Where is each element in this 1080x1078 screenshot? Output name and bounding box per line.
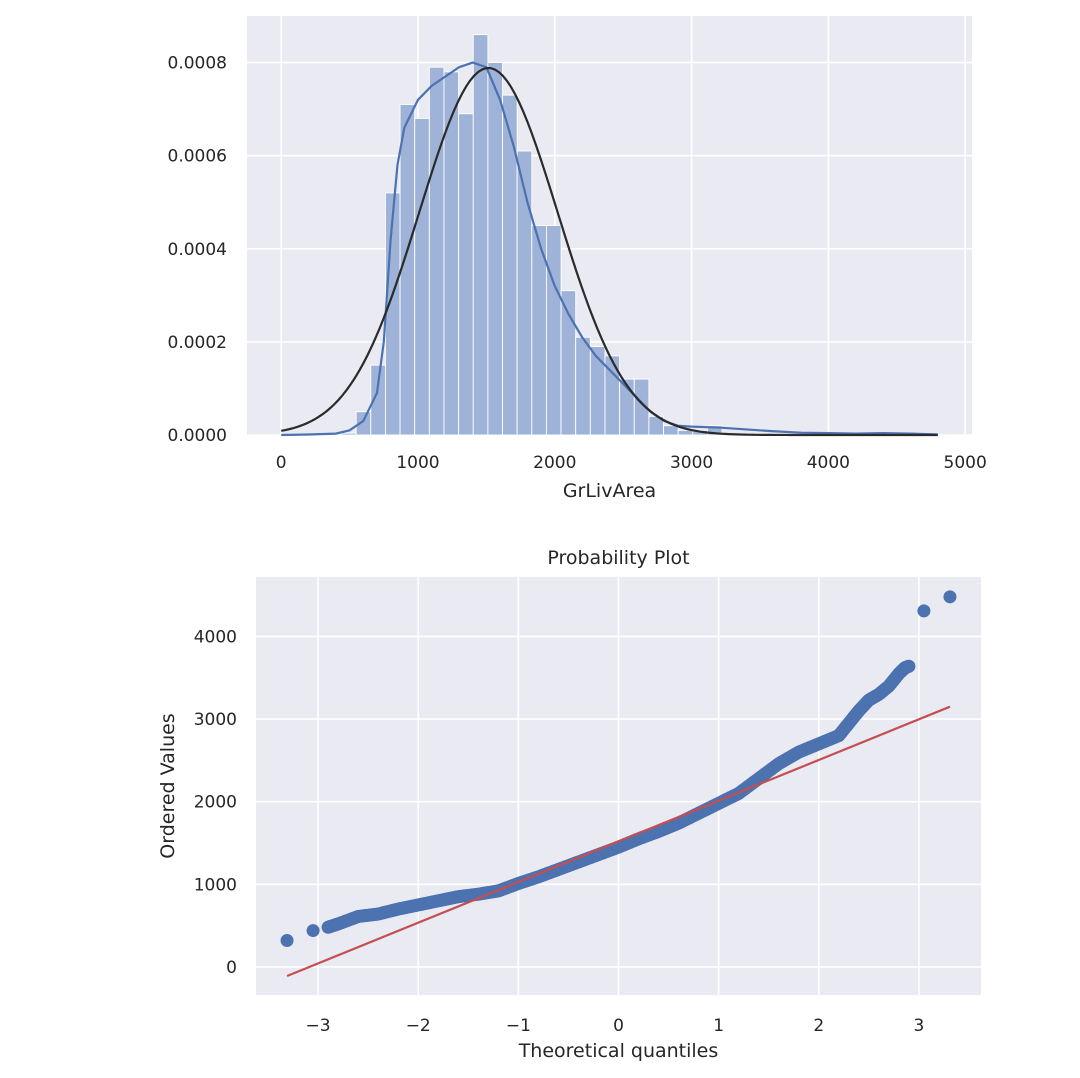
histogram-bar (589, 346, 606, 436)
x-tick-label: −3 (306, 1016, 331, 1036)
x-tick-label: 0 (613, 1016, 624, 1036)
y-tick-label: 0.0006 (168, 147, 227, 167)
x-tick-label: 1 (713, 1016, 724, 1036)
plot-title: Probability Plot (547, 547, 689, 569)
normal-fit-curve (280, 67, 938, 437)
y-tick-labels: 0 1000 2000 3000 4000 (194, 627, 237, 977)
x-tick-label: 3 (914, 1016, 925, 1036)
histogram-bars (326, 34, 900, 436)
histogram-bar (472, 34, 489, 436)
probability-plot: Probability Plot −3 −2 −1 0 1 2 3 0 1000 2000 300… (157, 547, 981, 1062)
histogram-bar (663, 425, 679, 436)
histogram-bar (677, 429, 694, 436)
kde-curve (281, 61, 938, 437)
data-point (306, 924, 320, 938)
data-point (280, 933, 294, 947)
histogram-bar (487, 62, 503, 436)
distribution-plot: 0 1000 2000 3000 4000 5000 0.0000 0.0002 0.0004… (168, 16, 987, 502)
x-tick-label: −2 (406, 1016, 431, 1036)
y-tick-label: 0.0008 (168, 54, 227, 74)
y-tick-label: 2000 (194, 793, 237, 813)
histogram-bar (414, 117, 430, 436)
y-axis-title: Ordered Values (157, 713, 179, 858)
histogram-bar (428, 66, 445, 436)
histogram-bar (575, 336, 591, 436)
fit-line-group (286, 705, 951, 978)
y-tick-label: 0.0000 (168, 426, 227, 446)
x-tick-label: 0 (276, 453, 287, 473)
y-tick-label: 4000 (194, 627, 237, 647)
x-tick-label: 3000 (670, 453, 713, 473)
x-tick-label: 4000 (807, 453, 850, 473)
histogram-bar (341, 432, 357, 436)
histogram-bar (502, 94, 518, 436)
x-tick-label: 2000 (533, 453, 576, 473)
histogram-bar (443, 71, 460, 436)
histogram-bar (384, 192, 401, 436)
histogram-bar (706, 425, 723, 436)
x-tick-label: −1 (506, 1016, 531, 1036)
histogram-bar (458, 113, 474, 436)
outlier-point (943, 590, 957, 604)
density-lines (280, 61, 938, 437)
scatter-points (280, 590, 957, 947)
x-tick-label: 5000 (944, 453, 987, 473)
outlier-point (917, 604, 931, 618)
x-tick-labels: −3 −2 −1 0 1 2 3 (306, 1016, 925, 1036)
histogram-bar (399, 104, 416, 436)
x-tick-labels: 0 1000 2000 3000 4000 5000 (276, 453, 987, 473)
histogram-bar (633, 378, 650, 436)
y-tick-label: 0 (226, 958, 237, 978)
y-tick-label: 0.0002 (168, 333, 227, 353)
y-tick-labels: 0.0000 0.0002 0.0004 0.0006 0.0008 (168, 54, 227, 446)
histogram-bar (545, 225, 562, 436)
data-point (902, 659, 916, 673)
y-tick-label: 0.0004 (168, 240, 227, 260)
x-tick-label: 1000 (396, 453, 439, 473)
x-axis-title: GrLivArea (563, 480, 656, 502)
x-tick-label: 2 (813, 1016, 824, 1036)
fit-line (286, 705, 951, 978)
x-axis-title: Theoretical quantiles (518, 1040, 719, 1062)
y-tick-label: 3000 (194, 710, 237, 730)
grid-lines (256, 577, 981, 995)
y-tick-label: 1000 (194, 875, 237, 895)
